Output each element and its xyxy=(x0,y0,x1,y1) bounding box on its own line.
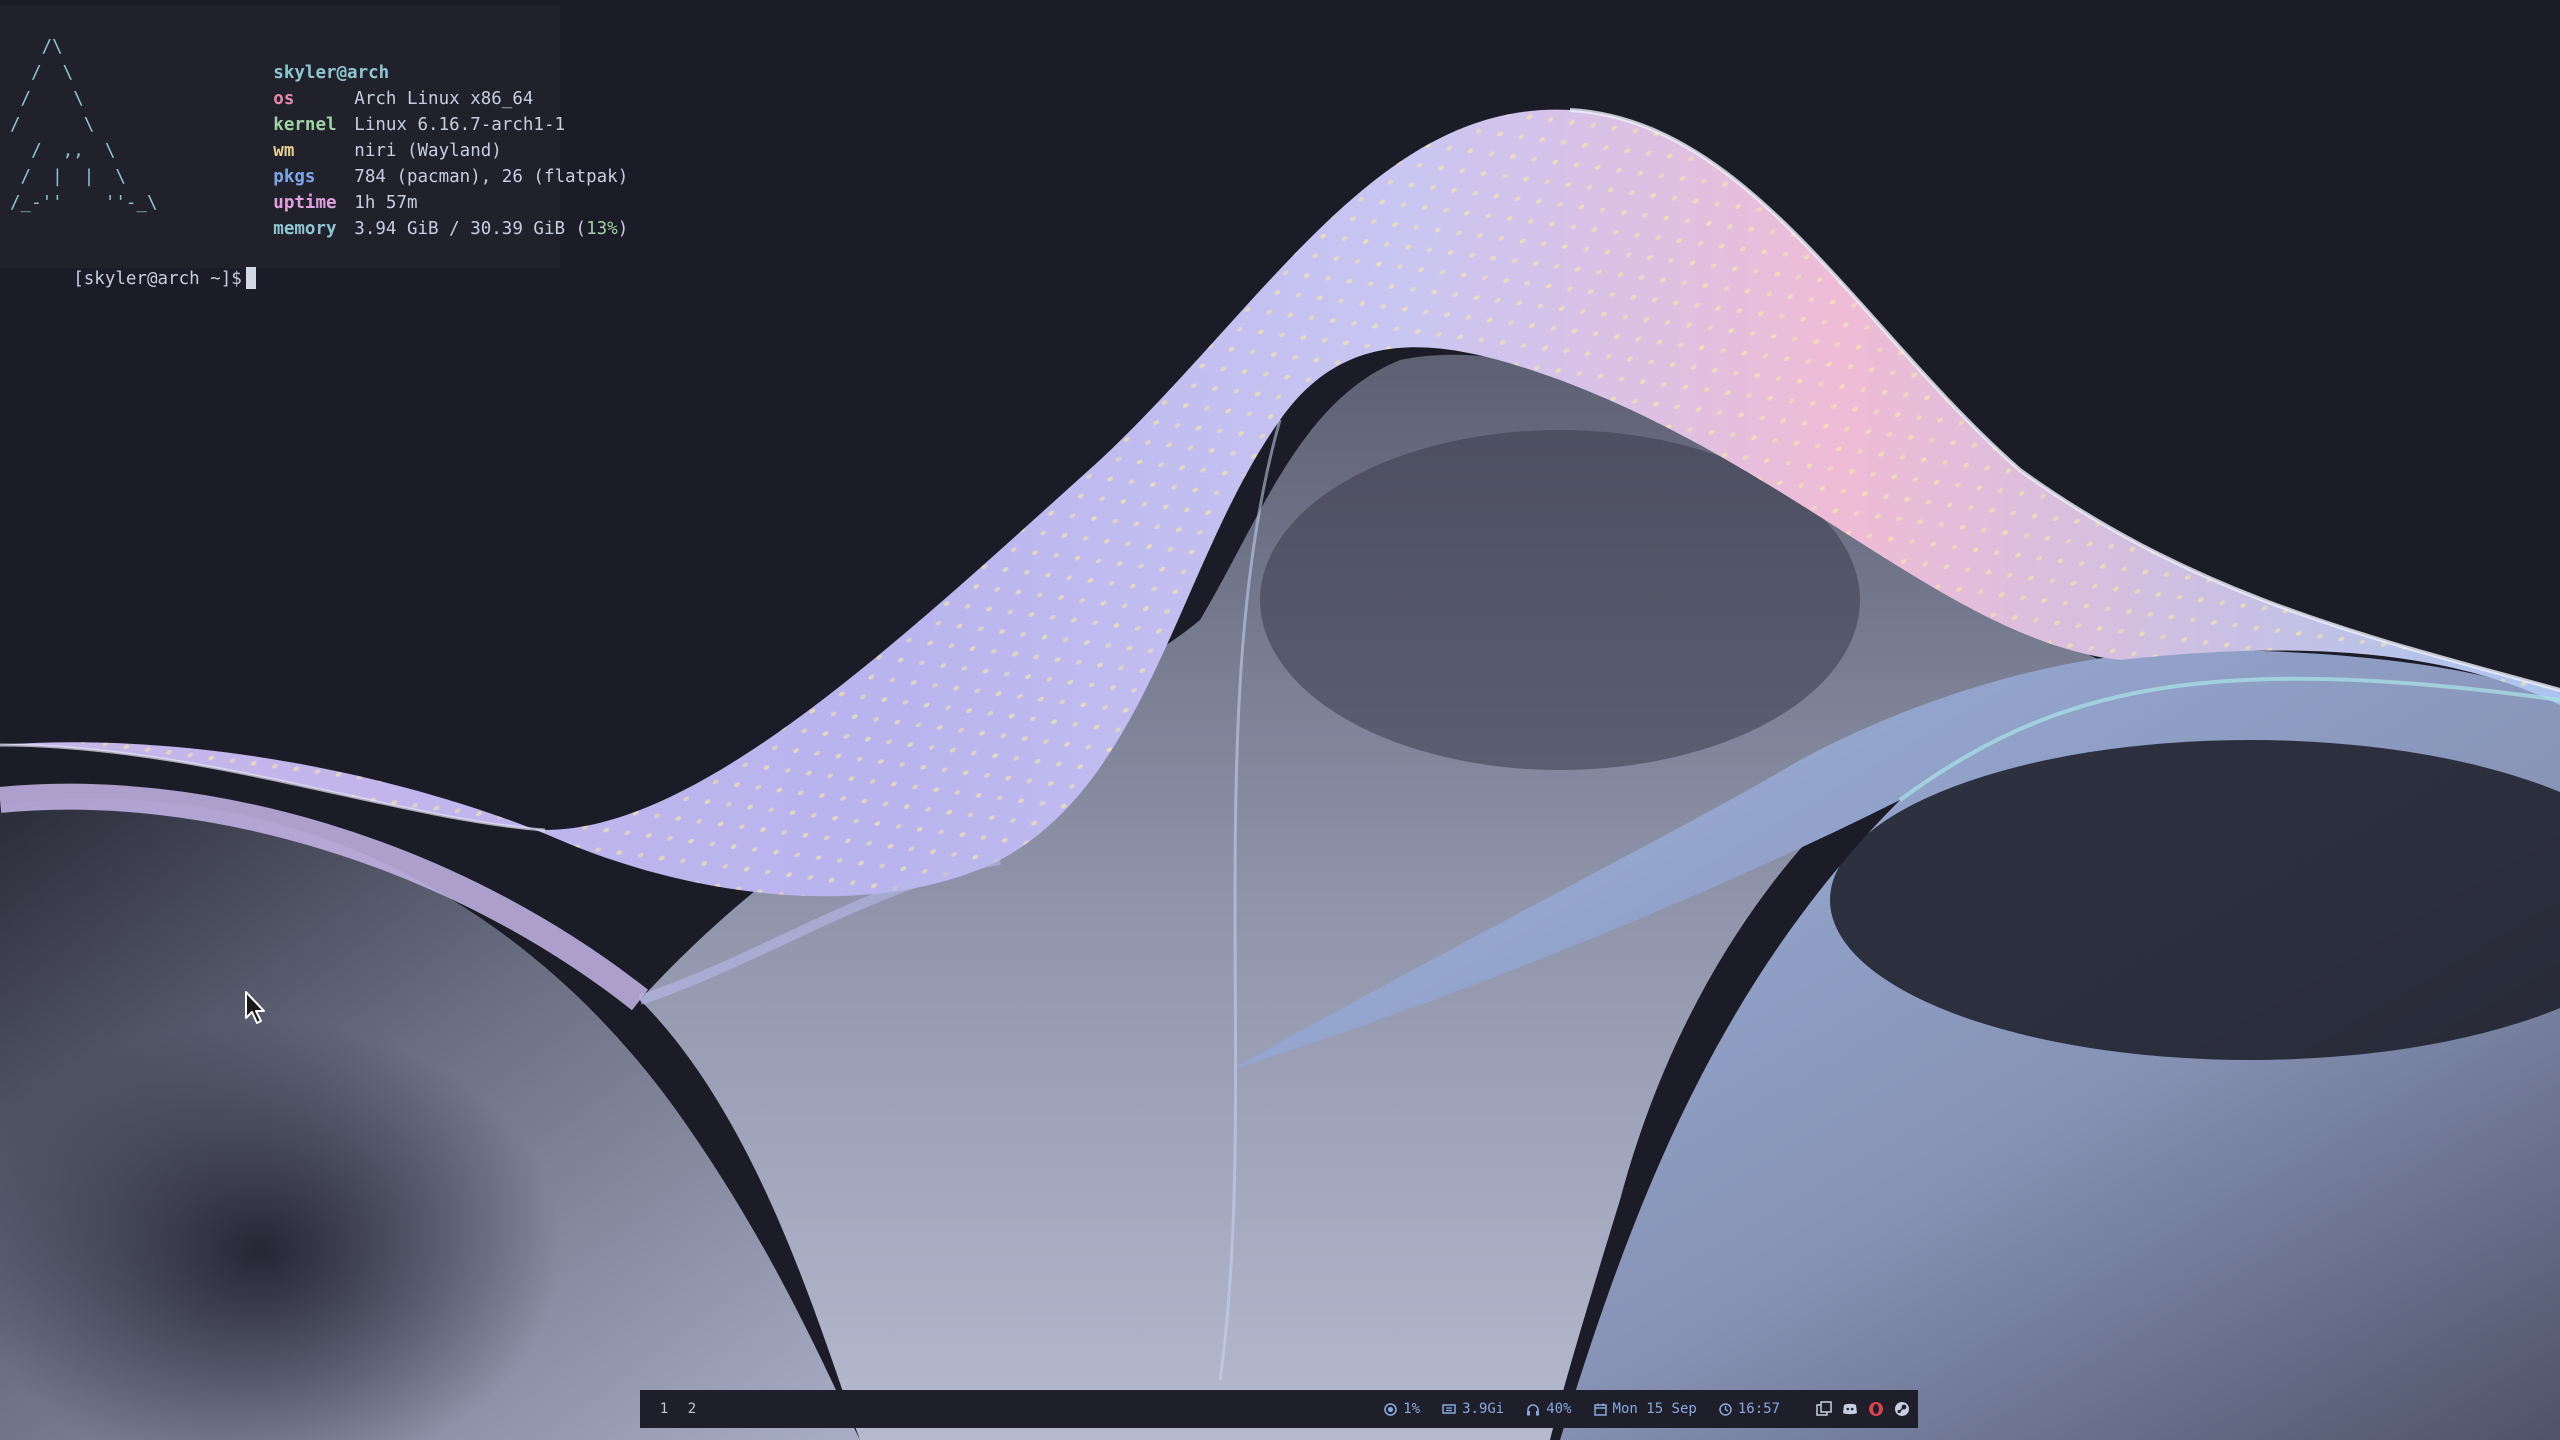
fetch-value-pkgs: 784 (pacman), 26 (flatpak) xyxy=(354,167,629,187)
fetch-value-kernel: Linux 6.16.7-arch1-1 xyxy=(354,115,566,135)
window-switcher-icon[interactable] xyxy=(1816,1401,1832,1417)
memory-usage: 3.9Gi xyxy=(1462,1401,1505,1417)
fetch-row-wm: wm niri (Wayland) xyxy=(189,112,628,161)
fetch-row-kernel: kernel Linux 6.16.7-arch1-1 xyxy=(189,86,628,135)
mouse-pointer-icon xyxy=(245,991,265,1024)
steam-icon[interactable] xyxy=(1894,1401,1910,1417)
shell-prompt: [skyler@arch ~]$ xyxy=(73,269,242,289)
fetch-key-memory: memory xyxy=(273,219,337,239)
cpu-usage: 1% xyxy=(1403,1401,1421,1417)
fetch-key-pkgs: pkgs xyxy=(273,167,316,187)
shell-prompt-line[interactable]: [skyler@arch ~]$ xyxy=(10,240,256,318)
bar-modules: 1% 3.9Gi 40% Mon 15 Sep 16:57 xyxy=(1362,1390,1910,1428)
fetch-row-uptime: uptime 1h 57m xyxy=(189,164,628,213)
volume-level: 40% xyxy=(1546,1401,1572,1417)
system-tray xyxy=(1806,1401,1910,1417)
workspace-1[interactable]: 1 xyxy=(659,1401,669,1417)
clock-time: 16:57 xyxy=(1737,1401,1780,1417)
clock-icon xyxy=(1719,1402,1732,1416)
fetch-value-wm: niri (Wayland) xyxy=(354,141,502,161)
discord-icon[interactable] xyxy=(1842,1401,1858,1417)
date-text: Mon 15 Sep xyxy=(1612,1401,1697,1417)
status-bar: 1 2 1% 3.9Gi 40% Mon 15 Sep 16:57 xyxy=(640,1390,1918,1428)
fetch-row-pkgs: pkgs 784 (pacman), 26 (flatpak) xyxy=(189,138,628,187)
fetch-value-uptime: 1h 57m xyxy=(354,193,418,213)
cpu-icon xyxy=(1384,1402,1398,1416)
headphones-icon xyxy=(1527,1403,1540,1415)
text-cursor xyxy=(245,267,256,289)
memory-icon xyxy=(1442,1404,1456,1414)
fetch-value-memory: 3.94 GiB / 30.39 GiB ( xyxy=(354,219,587,239)
fetch-key-kernel: kernel xyxy=(273,115,337,135)
volume-module[interactable]: 40% xyxy=(1526,1401,1572,1417)
calendar-icon xyxy=(1593,1403,1607,1416)
arch-ascii-logo: /\ / \ / \ / \ / ,, \ / | | \ /_-'' ''-_… xyxy=(10,37,158,213)
fetch-row-os: os Arch Linux x86_64 xyxy=(189,60,628,109)
memory-close-paren: ) xyxy=(617,219,629,239)
opera-icon[interactable] xyxy=(1868,1401,1884,1417)
cpu-module[interactable]: 1% xyxy=(1384,1401,1420,1417)
date-module[interactable]: Mon 15 Sep xyxy=(1593,1401,1697,1417)
workspace-list: 1 2 xyxy=(650,1390,706,1428)
fetch-key-uptime: uptime xyxy=(273,193,337,213)
fetch-key-os: os xyxy=(273,89,295,109)
clock-module[interactable]: 16:57 xyxy=(1719,1401,1780,1417)
fetch-info: skyler@arch os Arch Linux x86_64 kernel Li… xyxy=(189,34,628,239)
fetch-row-memory: memory 3.94 GiB / 30.39 GiB (13%) xyxy=(189,190,628,239)
workspace-2[interactable]: 2 xyxy=(687,1401,697,1417)
memory-percent: 13% xyxy=(586,219,618,239)
memory-module[interactable]: 3.9Gi xyxy=(1442,1401,1504,1417)
fetch-key-wm: wm xyxy=(273,141,295,161)
user-host: skyler@arch xyxy=(273,63,390,83)
terminal-window[interactable]: /\ / \ / \ / \ / ,, \ / | | \ /_-'' ''-_… xyxy=(0,6,628,289)
fetch-value-os: Arch Linux x86_64 xyxy=(354,89,534,109)
fetch-title-row: skyler@arch xyxy=(189,34,628,83)
